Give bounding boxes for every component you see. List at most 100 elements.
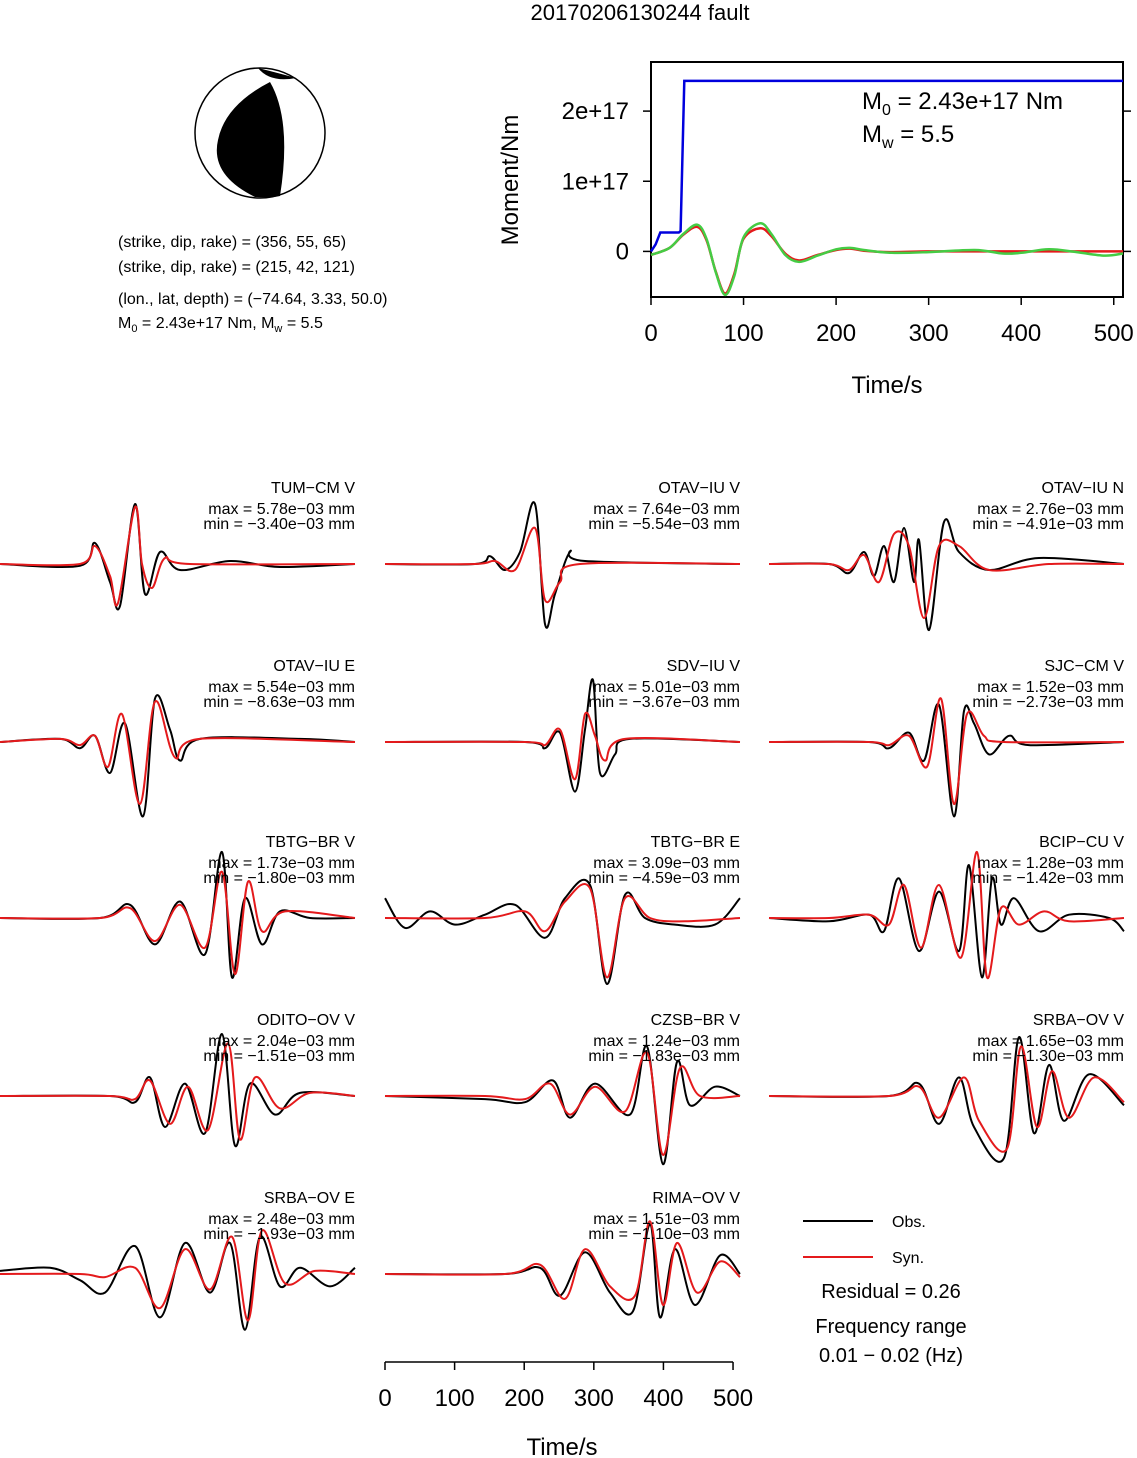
station-name: SRBA−OV E [264, 1190, 355, 1207]
waveform-syn-line [384, 711, 741, 781]
station-min: min = −3.67e−03 mm [588, 694, 740, 711]
station-max: max = 5.78e−03 mm [208, 501, 355, 518]
waveform-obs-line [384, 878, 741, 986]
waveform-xtick-label: 300 [574, 1385, 614, 1412]
station-max: max = 1.28e−03 mm [977, 855, 1124, 872]
station-name: TBTG−BR E [651, 834, 740, 851]
waveform-obs-line [0, 1235, 356, 1331]
waveform-syn-line [384, 1051, 741, 1156]
station-max: max = 5.01e−03 mm [593, 679, 740, 696]
station-max: max = 3.09e−03 mm [593, 855, 740, 872]
figure-title: 20170206130244 fault [531, 0, 750, 25]
station-min: min = −1.83e−03 mm [588, 1048, 740, 1065]
station-min: min = −4.91e−03 mm [972, 516, 1124, 533]
waveform-obs-line [768, 864, 1125, 979]
station-name: RIMA−OV V [652, 1190, 740, 1207]
station-min: min = −5.54e−03 mm [588, 516, 740, 533]
waveform-obs-line [768, 1036, 1125, 1163]
station-max: max = 2.76e−03 mm [977, 501, 1124, 518]
station-name: SJC−CM V [1044, 658, 1124, 675]
station-min: min = −3.40e−03 mm [203, 516, 355, 533]
residual-text: Residual = 0.26 [821, 1281, 961, 1303]
station-max: max = 1.51e−03 mm [593, 1211, 740, 1228]
legend-obs-label: Obs. [892, 1214, 926, 1231]
focal-mechanism-beachball [194, 67, 326, 199]
moment-ytick-label: 2e+17 [562, 98, 629, 125]
waveform-xtick-label: 400 [643, 1385, 683, 1412]
moment-xtick-label: 200 [816, 320, 856, 347]
waveform-xlabel: Time/s [526, 1434, 597, 1458]
waveform-xtick-label: 0 [378, 1385, 391, 1412]
waveform-obs-line [768, 518, 1125, 632]
moment-xtick-label: 400 [1001, 320, 1041, 347]
frequency-range-value: 0.01 − 0.02 (Hz) [819, 1345, 963, 1367]
station-name: OTAV−IU V [658, 480, 740, 497]
waveform-syn-line [768, 530, 1125, 620]
mechanism-magnitude: M0 = 2.43e+17 Nm, Mw = 5.5 [118, 315, 323, 335]
station-min: min = −1.10e−03 mm [588, 1226, 740, 1243]
legend-syn-label: Syn. [892, 1250, 924, 1267]
waveform-syn-line [768, 1045, 1125, 1153]
station-max: max = 1.24e−03 mm [593, 1033, 740, 1050]
moment-xtick-label: 100 [724, 320, 764, 347]
station-min: min = −2.73e−03 mm [972, 694, 1124, 711]
moment-cumulative-line [649, 79, 1123, 253]
waveform-syn-line [0, 505, 356, 607]
waveform-syn-line [0, 870, 356, 976]
station-min: min = −1.93e−03 mm [203, 1226, 355, 1243]
mechanism-line-3: (lon., lat, depth) = (−74.64, 3.33, 50.0… [118, 291, 388, 308]
waveform-syn-line [384, 1220, 741, 1307]
waveform-obs-line [0, 1032, 356, 1148]
moment-xtick-label: 500 [1094, 320, 1134, 347]
station-max: max = 1.73e−03 mm [208, 855, 355, 872]
moment-ytick-label: 1e+17 [562, 168, 629, 195]
station-name: BCIP−CU V [1039, 834, 1124, 851]
waveform-xtick-label: 500 [713, 1385, 753, 1412]
moment-rate-obs-line [650, 225, 1123, 295]
station-name: CZSB−BR V [651, 1012, 741, 1029]
waveform-obs-line [384, 501, 741, 629]
waveform-syn-line [0, 1229, 356, 1322]
moment-rate-plot: 0 100 200 300 400 500 0 1e+17 2e+17 M0 = 2.43e+1… [497, 61, 1134, 399]
moment-ylabel: Moment/Nm [497, 115, 524, 246]
station-max: max = 7.64e−03 mm [593, 501, 740, 518]
waveform-syn-line [384, 526, 741, 604]
moment-annotation-mw: Mw = 5.5 [862, 121, 954, 152]
station-min: min = −1.42e−03 mm [972, 870, 1124, 887]
station-name: OTAV−IU E [273, 658, 355, 675]
mechanism-parameters: (strike, dip, rake) = (356, 55, 65) (str… [118, 234, 388, 335]
mechanism-line-2: (strike, dip, rake) = (215, 42, 121) [118, 259, 355, 276]
mechanism-line-1: (strike, dip, rake) = (356, 55, 65) [118, 234, 346, 251]
waveform-syn-line [768, 697, 1125, 806]
station-min: min = −8.63e−03 mm [203, 694, 355, 711]
station-name: OTAV−IU N [1041, 480, 1124, 497]
moment-rate-syn-line [650, 222, 1124, 297]
waveform-obs-line [384, 1223, 741, 1319]
waveform-syn-line [0, 1042, 356, 1141]
waveform-syn-line [384, 883, 741, 979]
station-max: max = 5.54e−03 mm [208, 679, 355, 696]
station-name: SDV−IU V [667, 658, 741, 675]
moment-annotation-m0: M0 = 2.43e+17 Nm [862, 88, 1063, 119]
station-max: max = 2.04e−03 mm [208, 1033, 355, 1050]
station-name: TBTG−BR V [266, 834, 356, 851]
moment-xtick-label: 0 [644, 320, 657, 347]
waveform-syn-line [0, 700, 356, 806]
moment-plot-frame [650, 61, 1124, 298]
station-min: min = −1.30e−03 mm [972, 1048, 1124, 1065]
waveform-obs-line [384, 1045, 741, 1166]
